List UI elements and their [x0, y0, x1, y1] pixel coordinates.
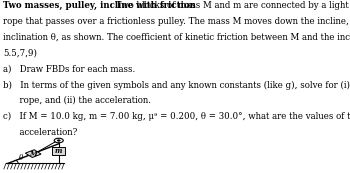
FancyBboxPatch shape: [52, 147, 65, 155]
Text: acceleration?: acceleration?: [3, 128, 77, 137]
Text: c)   If M = 10.0 kg, m = 7.00 kg, μᵊ = 0.200, θ = 30.0°, what are the values of : c) If M = 10.0 kg, m = 7.00 kg, μᵊ = 0.2…: [3, 112, 350, 121]
Text: m: m: [55, 147, 62, 155]
Text: b)   In terms of the given symbols and any known constants (like g), solve for (: b) In terms of the given symbols and any…: [3, 80, 350, 90]
Text: : Two blocks of mass M and m are connected by a light: : Two blocks of mass M and m are connect…: [110, 1, 349, 10]
Circle shape: [57, 140, 60, 141]
Text: Two masses, pulley, incline with friction: Two masses, pulley, incline with frictio…: [3, 1, 196, 10]
Text: inclination θ, as shown. The coefficient of kinetic friction between M and the i: inclination θ, as shown. The coefficient…: [3, 33, 350, 42]
Text: θ: θ: [19, 154, 23, 162]
Text: rope, and (ii) the acceleration.: rope, and (ii) the acceleration.: [3, 96, 151, 106]
Polygon shape: [25, 150, 41, 158]
Text: a)   Draw FBDs for each mass.: a) Draw FBDs for each mass.: [3, 65, 135, 74]
Text: rope that passes over a frictionless pulley. The mass M moves down the incline, : rope that passes over a frictionless pul…: [3, 17, 350, 26]
Text: M: M: [29, 150, 37, 158]
Text: 5.5,7,9): 5.5,7,9): [3, 49, 37, 58]
